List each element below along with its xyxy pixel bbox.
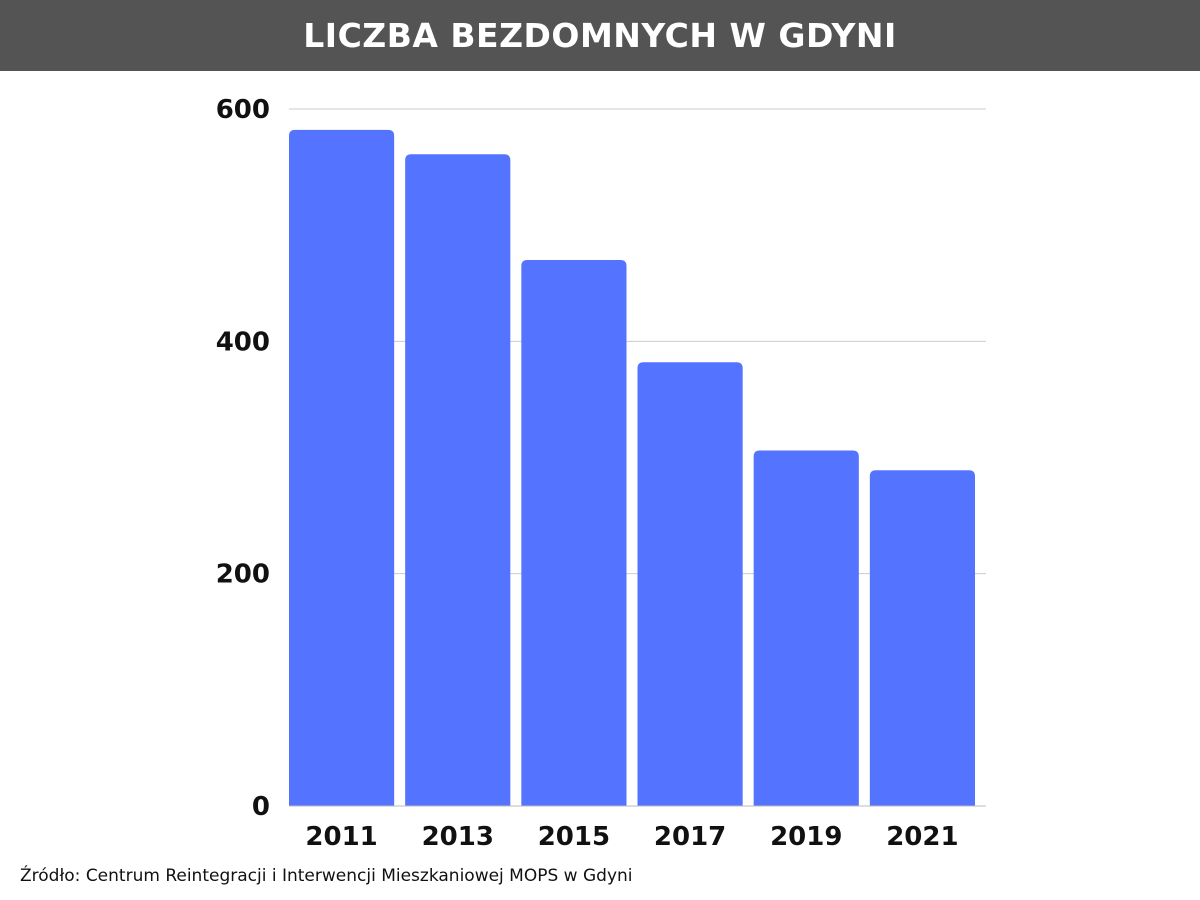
bar-2021 (869, 470, 975, 806)
x-tick-label: 2011 (305, 822, 377, 852)
bar-2017 (637, 362, 743, 806)
x-tick-label: 2015 (538, 822, 610, 852)
bar-2013 (405, 154, 511, 806)
y-tick-label: 400 (216, 327, 270, 357)
y-tick-label: 600 (216, 95, 270, 125)
chart-title: LICZBA BEZDOMNYCH W GDYNI (303, 16, 897, 55)
y-tick-label: 0 (252, 792, 270, 822)
x-tick-label: 2017 (654, 822, 726, 852)
bar-2015 (521, 260, 627, 806)
x-tick-label: 2021 (886, 822, 958, 852)
x-tick-label: 2019 (770, 822, 842, 852)
x-tick-label: 2013 (422, 822, 494, 852)
source-note: Źródło: Centrum Reintegracji i Interwenc… (20, 866, 633, 886)
bar-2011 (289, 129, 395, 806)
y-tick-label: 200 (216, 560, 270, 590)
title-bar: LICZBA BEZDOMNYCH W GDYNI (0, 0, 1200, 71)
bar-2019 (753, 450, 859, 806)
